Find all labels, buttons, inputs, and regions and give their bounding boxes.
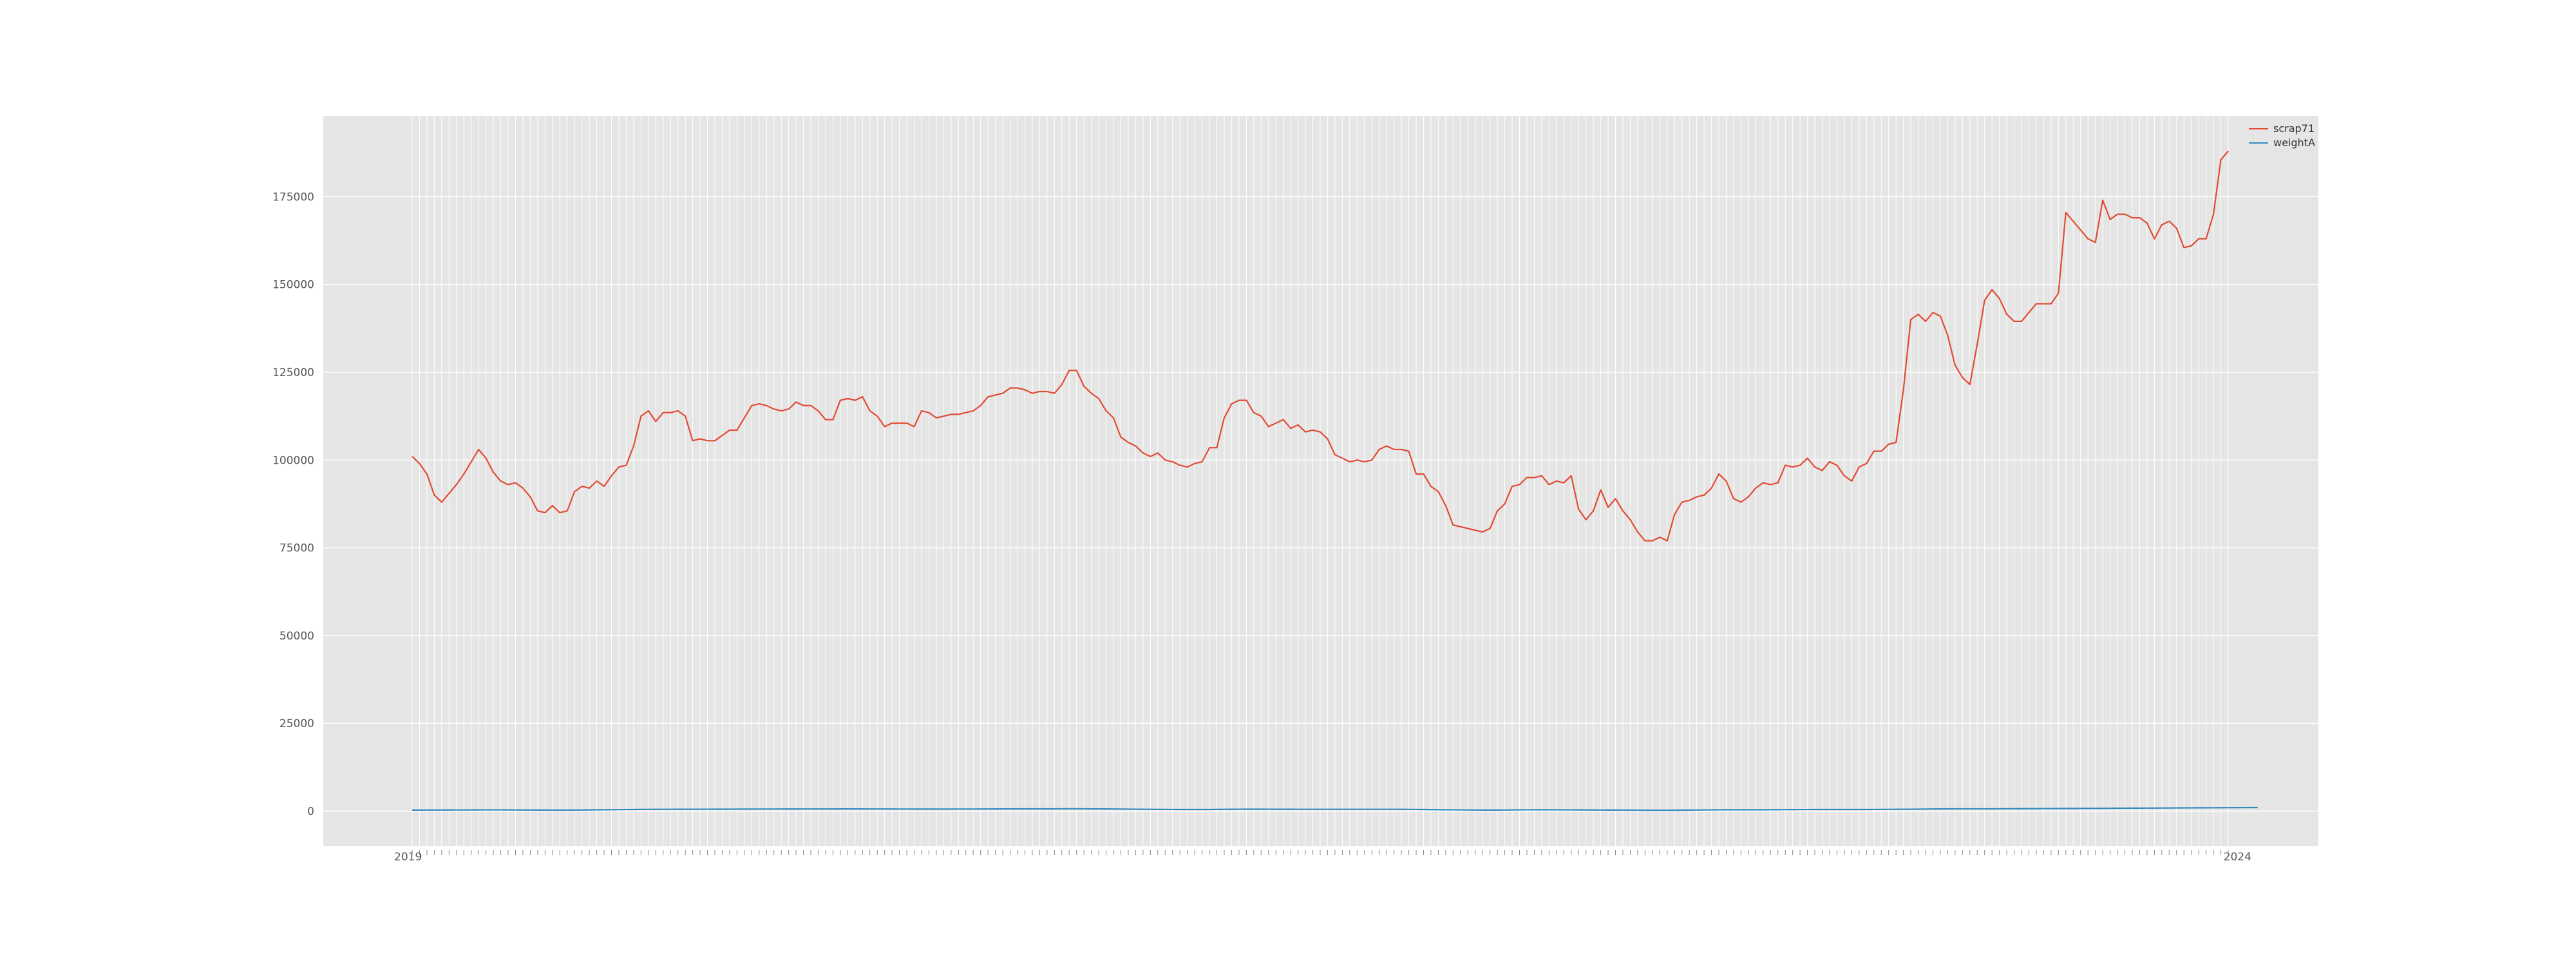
x-tick-label-last: 2024 xyxy=(2224,851,2251,864)
y-tick-label: 150000 xyxy=(272,279,314,292)
legend-label-scrap71: scrap71 xyxy=(2273,122,2315,135)
y-tick-label: 25000 xyxy=(279,717,314,730)
y-axis-tick-labels: 0 25000 50000 75000 100000 125000 150000 175000 xyxy=(272,191,314,818)
series-line-scrap71 xyxy=(412,150,2229,542)
y-tick-label: 75000 xyxy=(279,542,314,555)
x-tick-label-first: 2019 xyxy=(394,851,422,864)
y-tick-label: 50000 xyxy=(279,630,314,643)
legend: scrap71 weightA xyxy=(2249,122,2315,149)
y-tick-label: 0 xyxy=(307,805,314,818)
x-axis-tick-labels: 2019 2024 xyxy=(394,850,2251,864)
series-lines xyxy=(412,150,2258,811)
series-line-weightA xyxy=(412,806,2258,811)
y-tick-label: 175000 xyxy=(272,191,314,204)
y-tick-label: 125000 xyxy=(272,366,314,379)
legend-label-weightA: weightA xyxy=(2273,137,2315,149)
plot-background xyxy=(323,116,2318,846)
y-gridlines xyxy=(323,196,2318,812)
y-tick-label: 100000 xyxy=(272,454,314,467)
